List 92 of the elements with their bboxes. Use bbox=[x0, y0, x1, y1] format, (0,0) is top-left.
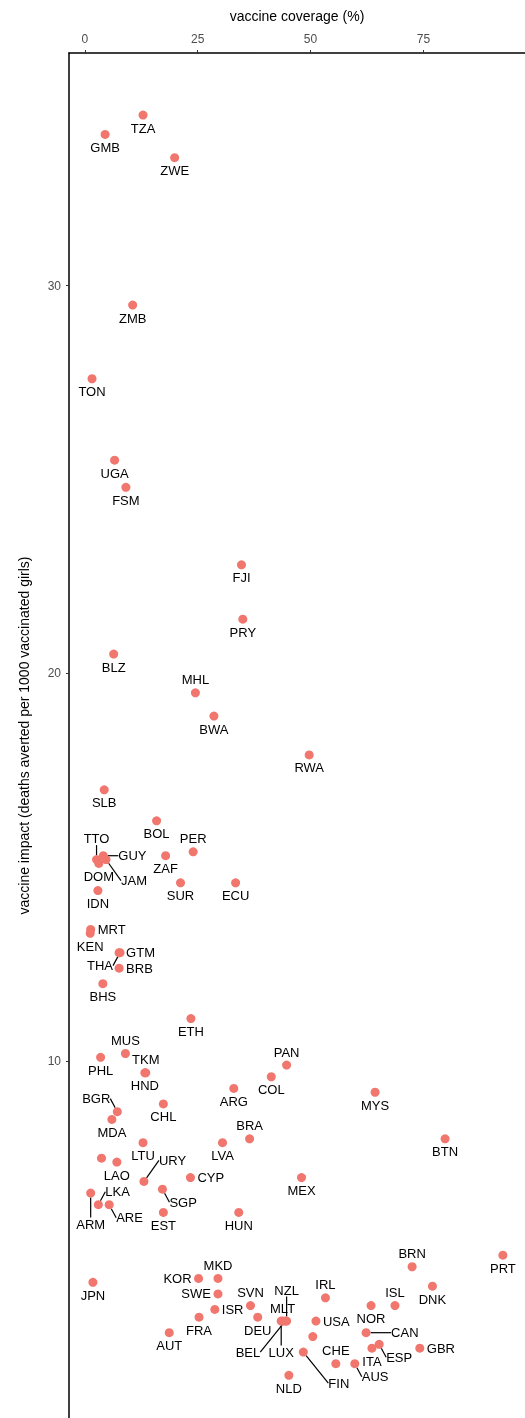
data-label: JPN bbox=[80, 1287, 106, 1303]
data-label: BRN bbox=[398, 1246, 426, 1262]
data-label: ISR bbox=[221, 1301, 244, 1317]
data-label: GUY bbox=[118, 848, 147, 864]
data-label: ETH bbox=[177, 1024, 204, 1040]
data-label: BEL bbox=[235, 1344, 261, 1360]
data-label: MEX bbox=[287, 1183, 316, 1199]
y-axis-title: vaccine impact (deaths averted per 1000 vaccinated girls) bbox=[16, 556, 32, 915]
data-label: USA bbox=[322, 1313, 351, 1329]
data-label: DNK bbox=[418, 1291, 447, 1307]
data-label: JAM bbox=[121, 873, 148, 889]
data-label: ARM bbox=[76, 1216, 106, 1232]
data-label: LAO bbox=[103, 1167, 130, 1183]
data-label: MUS bbox=[110, 1032, 141, 1048]
data-label: CHL bbox=[150, 1109, 177, 1125]
data-label: HUN bbox=[224, 1217, 253, 1233]
data-label: PER bbox=[179, 831, 207, 847]
data-label: NOR bbox=[356, 1311, 386, 1327]
data-label: URY bbox=[158, 1152, 187, 1168]
data-label: BTN bbox=[432, 1144, 459, 1160]
data-label: TKM bbox=[132, 1052, 160, 1068]
y-tick-label: 10 bbox=[47, 1054, 62, 1069]
data-label: MHL bbox=[181, 672, 210, 688]
data-label: ITA bbox=[362, 1353, 382, 1369]
data-label: PRT bbox=[489, 1260, 516, 1276]
data-label: ISL bbox=[385, 1285, 405, 1301]
data-label: SWE bbox=[181, 1286, 212, 1302]
data-label: LUX bbox=[268, 1344, 295, 1360]
data-label: AUS bbox=[361, 1369, 389, 1385]
data-label: FJI bbox=[232, 570, 251, 586]
data-label: FRA bbox=[186, 1322, 213, 1338]
data-label: DEU bbox=[243, 1322, 272, 1338]
data-label: ESP bbox=[386, 1349, 413, 1365]
data-label: SLB bbox=[91, 795, 117, 811]
data-label: SVN bbox=[237, 1285, 264, 1301]
data-label: BRA bbox=[236, 1118, 264, 1134]
data-label: DOM bbox=[83, 868, 114, 884]
data-label: IDN bbox=[86, 896, 110, 912]
data-label: ARG bbox=[219, 1093, 248, 1109]
data-label: BHS bbox=[89, 989, 117, 1005]
data-label: SUR bbox=[166, 888, 195, 904]
data-label: NZL bbox=[274, 1282, 299, 1298]
x-tick-label: 0 bbox=[81, 32, 89, 46]
data-label: MDA bbox=[97, 1124, 127, 1140]
data-label: ZAF bbox=[153, 861, 178, 877]
data-label: PHL bbox=[87, 1062, 114, 1078]
data-label: SGP bbox=[169, 1194, 197, 1210]
data-label: ECU bbox=[221, 888, 250, 904]
data-label: HND bbox=[130, 1078, 159, 1094]
x-tick-label: 25 bbox=[190, 32, 205, 46]
data-label: UGA bbox=[100, 465, 130, 481]
data-label: RWA bbox=[294, 760, 325, 776]
data-label: PRY bbox=[229, 624, 257, 640]
data-label: BRB bbox=[126, 960, 153, 976]
data-label: EST bbox=[150, 1217, 177, 1233]
data-label: TON bbox=[78, 384, 106, 400]
y-tick-label: 20 bbox=[47, 666, 62, 681]
y-tick-label: 30 bbox=[47, 278, 62, 293]
data-label: TZA bbox=[130, 120, 156, 136]
data-label: CYP bbox=[197, 1170, 225, 1186]
x-axis-title: vaccine coverage (%) bbox=[229, 8, 365, 24]
data-label: LTU bbox=[131, 1148, 155, 1164]
data-label: LVA bbox=[211, 1148, 235, 1164]
data-label: ARE bbox=[116, 1210, 144, 1226]
data-label: ZWE bbox=[160, 163, 190, 179]
data-label: LKA bbox=[105, 1184, 131, 1200]
data-label: THA bbox=[87, 958, 114, 974]
data-label: KEN bbox=[76, 938, 104, 954]
data-label: PAN bbox=[273, 1044, 300, 1060]
data-label: AUT bbox=[156, 1338, 183, 1354]
data-label: KOR bbox=[163, 1270, 192, 1286]
data-label: NLD bbox=[275, 1380, 302, 1396]
x-tick-label: 50 bbox=[303, 32, 318, 46]
data-label: GMB bbox=[90, 139, 120, 155]
data-label: FSM bbox=[112, 492, 140, 508]
data-label: GBR bbox=[426, 1340, 455, 1356]
data-label: MRT bbox=[97, 921, 126, 937]
data-label: CHE bbox=[322, 1343, 350, 1359]
data-label: GTM bbox=[126, 945, 155, 961]
data-label: ZMB bbox=[118, 310, 147, 326]
data-label: BLZ bbox=[101, 659, 126, 675]
data-label: MYS bbox=[361, 1097, 390, 1113]
data-label: BOL bbox=[143, 826, 170, 842]
data-label: CAN bbox=[391, 1325, 419, 1341]
data-label: TTO bbox=[83, 831, 110, 847]
data-label: MKD bbox=[203, 1257, 233, 1273]
data-label: FIN bbox=[328, 1375, 350, 1391]
data-label: COL bbox=[257, 1082, 285, 1098]
data-label: IRL bbox=[315, 1277, 336, 1293]
data-label: BWA bbox=[199, 721, 229, 737]
x-tick-label: 75 bbox=[416, 32, 431, 46]
data-label: BGR bbox=[82, 1091, 111, 1107]
